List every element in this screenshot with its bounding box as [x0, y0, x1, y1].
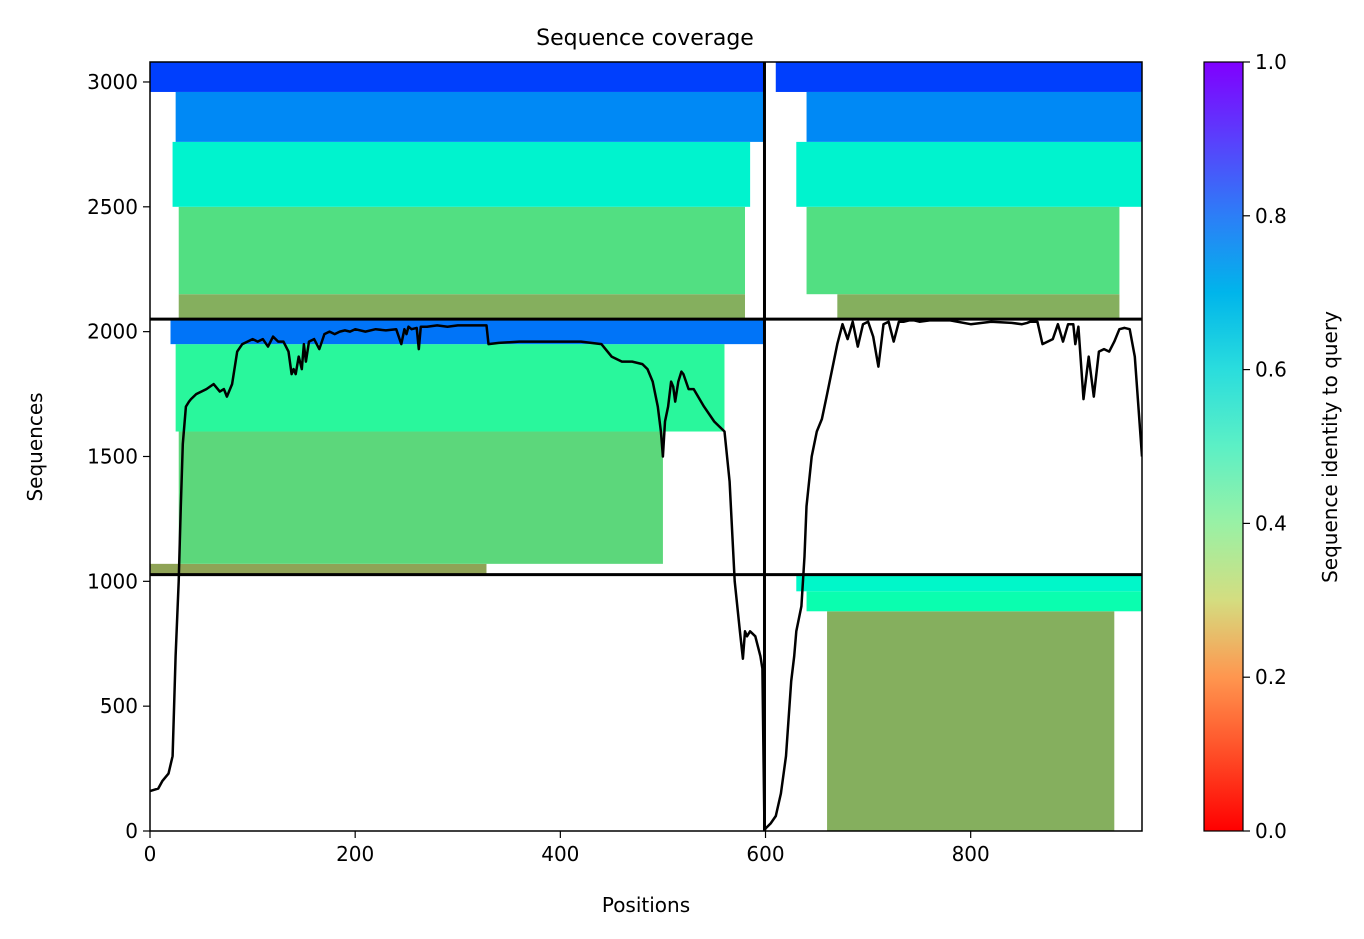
x-axis-label: Positions — [602, 893, 690, 917]
coverage-band — [178, 206, 745, 295]
chart-title: Sequence coverage — [536, 26, 754, 51]
coverage-band — [796, 574, 1142, 592]
block-top-right — [775, 62, 1142, 320]
y-tick-label: 3000 — [87, 70, 138, 94]
colorbar-tick-label: 0.0 — [1255, 819, 1287, 843]
y-axis: 0 500 1000 1500 2000 2500 3000 — [87, 70, 150, 843]
coverage-band — [827, 611, 1115, 831]
coverage-band — [150, 563, 487, 575]
coverage-band — [806, 591, 1142, 612]
y-tick-label: 2000 — [87, 320, 138, 344]
colorbar-tick-label: 0.2 — [1255, 665, 1287, 689]
coverage-band — [796, 141, 1142, 207]
coverage-band — [806, 91, 1142, 142]
block-top-left — [150, 62, 765, 320]
y-tick-label: 1000 — [87, 569, 138, 593]
x-tick-label: 400 — [541, 842, 579, 866]
coverage-line — [150, 319, 1142, 831]
x-tick-label: 200 — [336, 842, 374, 866]
plot-frame — [149, 61, 1143, 832]
y-tick-label: 1500 — [87, 444, 138, 468]
x-tick-label: 0 — [144, 842, 157, 866]
colorbar: 0.0 0.2 0.4 0.6 0.8 1.0 Sequence identity to … — [1203, 50, 1342, 843]
block-middle-left — [150, 319, 765, 575]
coverage-band — [178, 431, 663, 564]
y-tick-label: 500 — [100, 694, 138, 718]
block-separators — [150, 62, 1142, 831]
x-tick-label: 800 — [952, 842, 990, 866]
coverage-heatmap — [150, 62, 1142, 831]
colorbar-tick-label: 0.6 — [1255, 358, 1287, 382]
colorbar-ticks: 0.0 0.2 0.4 0.6 0.8 1.0 — [1243, 50, 1287, 843]
colorbar-tick-label: 1.0 — [1255, 50, 1287, 74]
coverage-band — [175, 91, 765, 142]
colorbar-gradient — [1203, 61, 1244, 832]
x-tick-label: 600 — [746, 842, 784, 866]
coverage-band — [837, 294, 1120, 320]
coverage-band — [806, 206, 1120, 295]
y-axis-label: Sequences — [23, 392, 47, 501]
colorbar-label: Sequence identity to query — [1318, 311, 1342, 583]
coverage-band — [178, 294, 745, 320]
coverage-band — [175, 344, 725, 432]
colorbar-tick-label: 0.4 — [1255, 511, 1287, 535]
y-tick-label: 2500 — [87, 195, 138, 219]
plot-area — [149, 61, 1143, 832]
colorbar-tick-label: 0.8 — [1255, 204, 1287, 228]
block-bottom-right — [796, 574, 1142, 831]
coverage-band — [170, 319, 765, 345]
coverage-band — [172, 141, 751, 207]
x-axis: 0 200 400 600 800 — [144, 831, 990, 866]
coverage-band — [775, 62, 1142, 92]
coverage-band — [150, 62, 765, 92]
y-tick-label: 0 — [125, 819, 138, 843]
